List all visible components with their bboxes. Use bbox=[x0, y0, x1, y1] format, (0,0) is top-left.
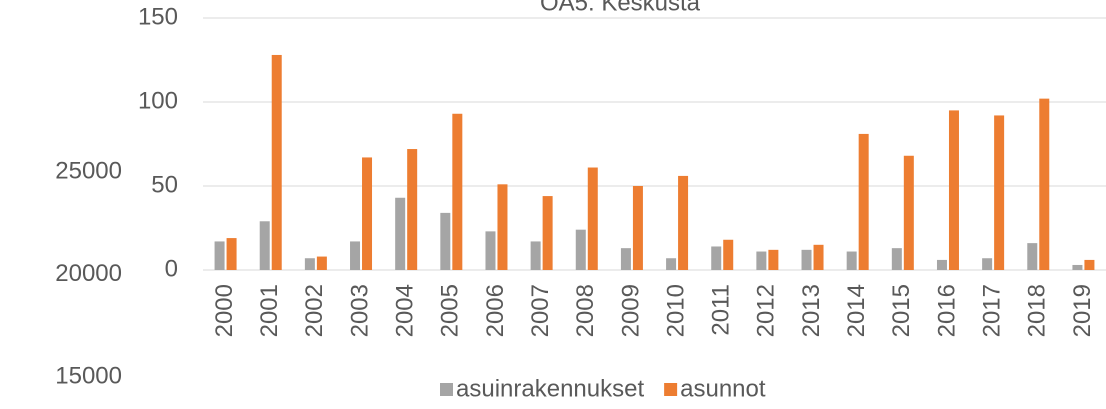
bar bbox=[982, 258, 993, 270]
bar bbox=[723, 239, 734, 270]
y2-tick-label: 25000 bbox=[55, 157, 122, 184]
bar bbox=[1039, 98, 1050, 270]
bar bbox=[259, 221, 270, 270]
x-tick-label: 2010 bbox=[662, 284, 689, 337]
bar bbox=[542, 196, 553, 270]
chart-title: OA5: Keskusta bbox=[540, 0, 701, 16]
x-tick-label: 2005 bbox=[437, 284, 464, 337]
bar bbox=[395, 197, 406, 270]
y2-tick-label: 20000 bbox=[55, 260, 122, 287]
bar bbox=[666, 258, 677, 270]
x-tick-label: 2018 bbox=[1024, 284, 1051, 337]
bar bbox=[350, 241, 361, 270]
bar bbox=[903, 155, 914, 270]
bar bbox=[1072, 264, 1083, 270]
x-tick-label: 2016 bbox=[933, 284, 960, 337]
bar bbox=[587, 167, 598, 270]
x-tick-label: 2014 bbox=[843, 284, 870, 337]
bar bbox=[316, 256, 327, 270]
x-tick-label: 2004 bbox=[392, 284, 419, 337]
bar bbox=[632, 186, 643, 270]
bar bbox=[226, 238, 237, 270]
bar bbox=[711, 246, 722, 270]
x-tick-label: 2003 bbox=[346, 284, 373, 337]
bar bbox=[530, 241, 541, 270]
x-tick-label: 2017 bbox=[978, 284, 1005, 337]
x-tick-label: 2002 bbox=[301, 284, 328, 337]
bar bbox=[948, 110, 959, 271]
bar bbox=[304, 258, 315, 270]
bar bbox=[1084, 259, 1095, 270]
x-tick-label: 2001 bbox=[256, 284, 283, 337]
bar bbox=[994, 115, 1005, 270]
y-tick-label: 150 bbox=[138, 3, 178, 30]
y-tick-label: 100 bbox=[138, 87, 178, 114]
bar bbox=[936, 259, 947, 270]
bar bbox=[440, 212, 451, 270]
y2-tick-label: 15000 bbox=[55, 362, 122, 389]
bar bbox=[768, 249, 779, 270]
x-tick-label: 2006 bbox=[482, 284, 509, 337]
bar bbox=[620, 248, 631, 270]
x-tick-label: 2011 bbox=[708, 284, 735, 336]
x-tick-label: 2015 bbox=[888, 284, 915, 337]
x-tick-label: 2019 bbox=[1069, 284, 1096, 337]
bar bbox=[678, 175, 689, 270]
bar bbox=[891, 248, 902, 270]
legend-swatch bbox=[440, 383, 453, 396]
y-tick-label: 0 bbox=[165, 255, 178, 282]
bar bbox=[801, 249, 812, 270]
bar bbox=[1027, 243, 1038, 270]
x-tick-label: 2008 bbox=[572, 284, 599, 337]
bar bbox=[813, 244, 824, 270]
bar bbox=[575, 229, 586, 270]
bar bbox=[497, 184, 508, 270]
bar bbox=[271, 54, 282, 271]
bar bbox=[485, 231, 496, 270]
bar bbox=[756, 251, 767, 270]
legend-label: asuinrakennukset bbox=[456, 375, 644, 402]
x-tick-label: 2009 bbox=[617, 284, 644, 337]
y-tick-label: 50 bbox=[151, 171, 178, 198]
bar bbox=[362, 157, 373, 270]
x-tick-label: 2007 bbox=[527, 284, 554, 337]
bar bbox=[858, 133, 869, 270]
bar bbox=[846, 251, 857, 270]
x-tick-label: 2012 bbox=[753, 284, 780, 337]
bar bbox=[214, 241, 225, 270]
x-tick-label: 2013 bbox=[798, 284, 825, 337]
bar bbox=[407, 149, 418, 270]
legend-label: asunnot bbox=[680, 375, 766, 402]
bar bbox=[452, 113, 463, 270]
x-tick-label: 2000 bbox=[211, 284, 238, 337]
legend-swatch bbox=[664, 383, 678, 396]
